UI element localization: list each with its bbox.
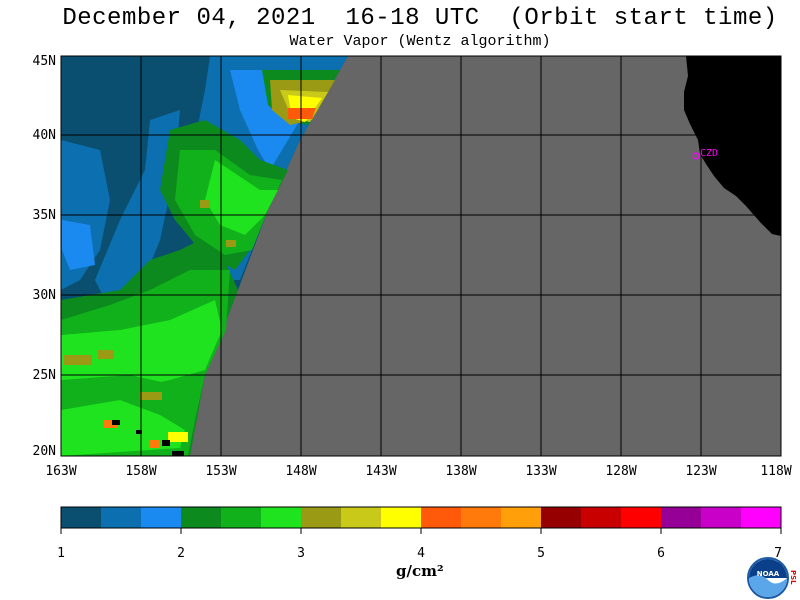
gridlines: [61, 56, 781, 456]
colorbar-tick-label: 7: [774, 546, 782, 561]
lat-label: 20N: [33, 444, 56, 459]
map-plot: CZD: [60, 55, 782, 457]
colorbar-segment: [301, 507, 342, 528]
lat-label: 30N: [33, 288, 56, 303]
lat-label: 25N: [33, 368, 56, 383]
station-label: CZD: [700, 148, 718, 159]
colorbar-segment: [261, 507, 302, 528]
colorbar-segment: [61, 507, 102, 528]
colorbar-segment: [541, 507, 582, 528]
colorbar-segment: [421, 507, 462, 528]
colorbar-tick-label: 6: [657, 546, 665, 561]
map-frame: [60, 55, 782, 457]
colorbar-tick-label: 1: [57, 546, 65, 561]
map-subtitle: Water Vapor (Wentz algorithm): [289, 33, 551, 50]
colorbar-segment: [181, 507, 222, 528]
colorbar-segment: [141, 507, 182, 528]
colorbar-segment: [381, 507, 422, 528]
colorbar-segment: [501, 507, 542, 528]
colorbar-segment: [581, 507, 622, 528]
lon-label: 158W: [125, 464, 156, 479]
lon-label: 133W: [525, 464, 556, 479]
lon-label: 123W: [685, 464, 716, 479]
lat-label: 35N: [33, 208, 56, 223]
colorbar-segment: [101, 507, 142, 528]
colorbar-segment: [741, 507, 782, 528]
station-marker: CZD: [692, 148, 718, 160]
colorbar-ticks: 1 2 3 4 5 6 7: [57, 546, 782, 561]
lon-label: 153W: [205, 464, 236, 479]
lon-label: 163W: [45, 464, 76, 479]
colorbar: [60, 506, 782, 534]
lat-label: 40N: [33, 128, 56, 143]
map-title: December 04, 2021 16-18 UTC (Orbit start…: [62, 5, 778, 32]
data-swath: [61, 56, 348, 456]
lon-label: 128W: [605, 464, 636, 479]
colorbar-tick-label: 4: [417, 546, 425, 561]
colorbar-segment: [701, 507, 742, 528]
lon-label: 148W: [285, 464, 316, 479]
colorbar-segment: [461, 507, 502, 528]
colorbar-segment: [621, 507, 662, 528]
logo-side-text: PSL: [789, 570, 797, 585]
colorbar-tick-label: 5: [537, 546, 545, 561]
colorbar-tick-label: 2: [177, 546, 185, 561]
lon-label: 138W: [445, 464, 476, 479]
lon-label: 118W: [760, 464, 791, 479]
noaa-logo: NOAA PSL: [747, 557, 797, 599]
land-north-america: [684, 56, 781, 236]
logo-text: NOAA: [757, 570, 780, 578]
lat-label: 45N: [33, 54, 56, 69]
colorbar-units: g/cm²: [396, 562, 444, 580]
colorbar-segment: [661, 507, 702, 528]
colorbar-segment: [341, 507, 382, 528]
longitude-axis: 163W 158W 153W 148W 143W 138W 133W 128W …: [45, 464, 791, 479]
colorbar-tick-label: 3: [297, 546, 305, 561]
lon-label: 143W: [365, 464, 396, 479]
latitude-axis: 45N 40N 35N 30N 25N 20N: [33, 54, 56, 459]
colorbar-segment: [221, 507, 262, 528]
